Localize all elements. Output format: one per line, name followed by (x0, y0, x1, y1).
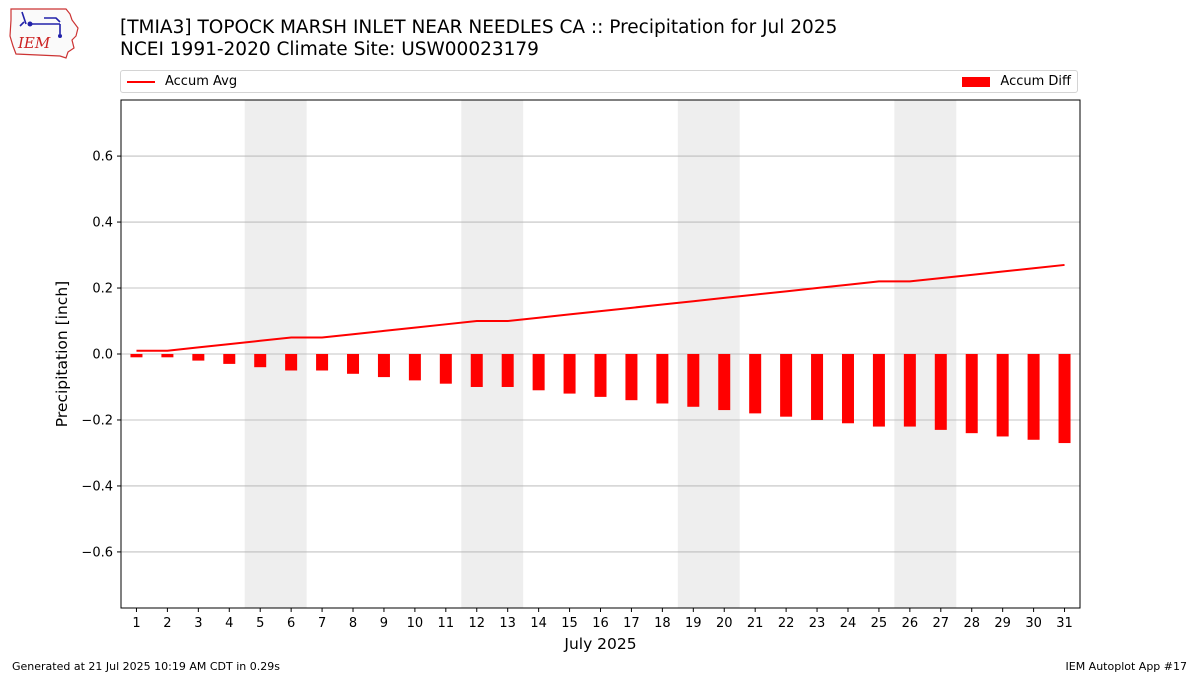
bar-accum-diff-day-2 (161, 354, 174, 358)
bar-accum-diff-day-23 (811, 354, 824, 420)
xtick-label-16: 16 (592, 616, 609, 631)
xtick-label-9: 9 (380, 616, 388, 631)
bar-accum-diff-day-31 (1058, 354, 1071, 444)
legend-line-swatch (127, 80, 155, 83)
ytick-label-6: 0.6 (92, 150, 113, 165)
bar-accum-diff-day-4 (223, 354, 236, 364)
xtick-label-1: 1 (132, 616, 140, 631)
legend: Accum Avg Accum Diff (120, 70, 1078, 93)
xtick-label-7: 7 (318, 616, 326, 631)
xtick-label-31: 31 (1056, 616, 1073, 631)
xtick-label-27: 27 (933, 616, 950, 631)
x-axis-label: July 2025 (563, 635, 636, 653)
bar-accum-diff-day-1 (130, 354, 143, 358)
xtick-label-17: 17 (623, 616, 640, 631)
xtick-label-2: 2 (163, 616, 171, 631)
xtick-label-3: 3 (194, 616, 202, 631)
ytick-label-0: −0.6 (81, 545, 113, 560)
bar-accum-diff-day-22 (780, 354, 793, 417)
chart-title: [TMIA3] TOPOCK MARSH INLET NEAR NEEDLES … (120, 17, 838, 38)
bar-accum-diff-day-12 (470, 354, 483, 387)
xtick-label-12: 12 (468, 616, 485, 631)
xtick-label-25: 25 (871, 616, 888, 631)
xtick-label-19: 19 (685, 616, 702, 631)
bar-accum-diff-day-6 (285, 354, 298, 371)
legend-label-accum-diff: Accum Diff (1000, 74, 1071, 89)
plot-frame (120, 99, 1081, 609)
legend-label-accum-avg: Accum Avg (165, 74, 238, 89)
bar-accum-diff-day-10 (408, 354, 421, 381)
xtick-label-11: 11 (438, 616, 455, 631)
bar-accum-diff-day-17 (625, 354, 638, 401)
legend-entry-accum-avg: Accum Avg (127, 74, 237, 89)
ytick-label-5: 0.4 (92, 216, 113, 231)
legend-entry-accum-diff: Accum Diff (962, 74, 1071, 89)
bar-accum-diff-day-16 (594, 354, 607, 397)
bar-accum-diff-day-29 (996, 354, 1009, 437)
xtick-label-5: 5 (256, 616, 264, 631)
bar-accum-diff-day-8 (347, 354, 360, 374)
weekend-shade-1 (244, 100, 307, 608)
bar-accum-diff-day-18 (656, 354, 669, 404)
weather-station-icon (19, 11, 61, 34)
y-axis-label: Precipitation [inch] (53, 281, 71, 427)
legend-bar-swatch (962, 76, 991, 87)
line-accum-avg (136, 263, 1065, 352)
bar-accum-diff-day-24 (841, 354, 854, 424)
ytick-label-1: −0.4 (81, 479, 113, 494)
xtick-label-29: 29 (994, 616, 1011, 631)
bar-accum-diff-day-7 (316, 354, 329, 371)
xtick-label-8: 8 (349, 616, 357, 631)
bar-accum-diff-day-25 (872, 354, 885, 427)
weekend-shade-3 (677, 100, 740, 608)
ytick-label-4: 0.2 (92, 282, 113, 297)
xtick-label-15: 15 (561, 616, 578, 631)
bar-accum-diff-day-5 (254, 354, 267, 368)
bar-accum-diff-day-27 (934, 354, 947, 430)
xtick-label-23: 23 (809, 616, 826, 631)
xtick-label-28: 28 (963, 616, 980, 631)
bar-accum-diff-day-30 (1027, 354, 1040, 440)
xtick-label-20: 20 (716, 616, 733, 631)
bar-accum-diff-day-19 (687, 354, 700, 407)
xtick-label-4: 4 (225, 616, 233, 631)
ytick-label-2: −0.2 (81, 413, 113, 428)
bar-accum-diff-day-15 (563, 354, 576, 394)
bar-accum-diff-day-26 (903, 354, 916, 427)
xtick-label-6: 6 (287, 616, 295, 631)
footer-generated-text: Generated at 21 Jul 2025 10:19 AM CDT in… (12, 660, 280, 673)
xtick-label-14: 14 (530, 616, 547, 631)
xtick-label-30: 30 (1025, 616, 1042, 631)
iowa-outline-icon (9, 8, 79, 59)
bar-accum-diff-day-3 (192, 354, 205, 361)
xtick-label-21: 21 (747, 616, 764, 631)
weekend-shade-4 (894, 100, 957, 608)
bar-accum-diff-day-9 (377, 354, 390, 378)
bar-accum-diff-day-21 (749, 354, 762, 414)
bar-accum-diff-day-20 (718, 354, 731, 411)
iem-logo: IEM (9, 8, 79, 59)
xtick-label-13: 13 (499, 616, 516, 631)
ytick-label-3: 0.0 (92, 348, 113, 363)
logo-text: IEM (17, 34, 51, 52)
chart-subtitle: NCEI 1991-2020 Climate Site: USW00023179 (120, 39, 539, 60)
bar-accum-diff-day-13 (501, 354, 514, 387)
xtick-label-10: 10 (407, 616, 424, 631)
xtick-label-24: 24 (840, 616, 857, 631)
footer-app-text: IEM Autoplot App #17 (1065, 660, 1188, 673)
bar-accum-diff-day-28 (965, 354, 978, 434)
xtick-label-18: 18 (654, 616, 671, 631)
xtick-label-22: 22 (778, 616, 795, 631)
bar-accum-diff-day-14 (532, 354, 545, 391)
xtick-label-26: 26 (902, 616, 919, 631)
weekend-shade-2 (461, 100, 524, 608)
bar-accum-diff-day-11 (439, 354, 452, 384)
